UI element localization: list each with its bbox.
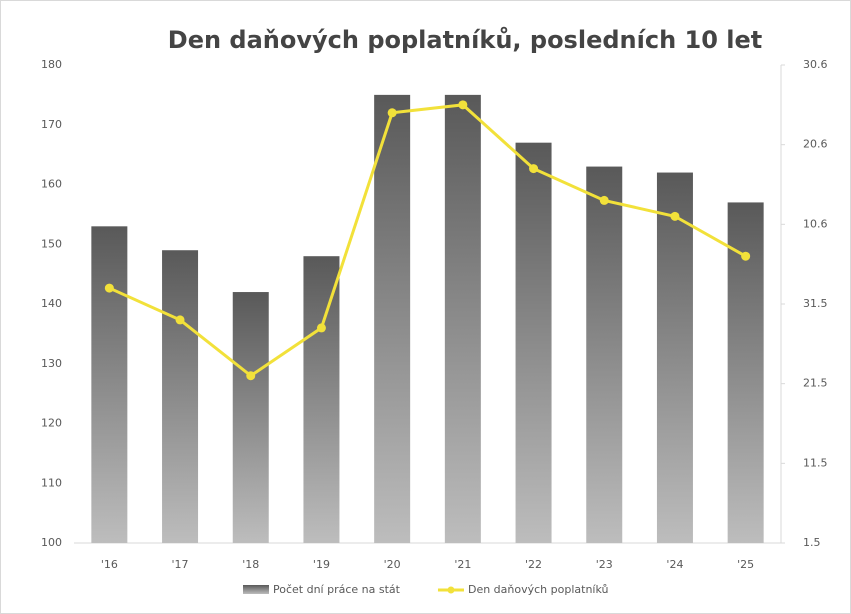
- x-tick-label: '17: [172, 558, 189, 571]
- line-marker: [104, 283, 114, 293]
- y-tick-label: 170: [41, 118, 62, 131]
- y-tick-label: 140: [41, 297, 62, 310]
- line-marker: [599, 195, 609, 205]
- line-marker: [387, 108, 397, 118]
- y-tick-label: 160: [41, 178, 62, 191]
- bar: [303, 256, 340, 543]
- bar: [515, 142, 552, 544]
- y-tick-label: 180: [41, 58, 62, 71]
- y2-tick-label: 10.6: [803, 217, 828, 230]
- chart-title: Den daňových poplatníků, posledních 10 l…: [168, 26, 762, 54]
- x-tick-label: '22: [525, 558, 542, 571]
- x-tick-label: '20: [384, 558, 401, 571]
- y-tick-label: 120: [41, 417, 62, 430]
- x-tick-label: '24: [666, 558, 683, 571]
- line-marker: [316, 323, 326, 333]
- line-marker: [458, 100, 468, 110]
- bar: [91, 226, 128, 543]
- legend-label: Den daňových poplatníků: [468, 583, 609, 596]
- x-tick-label: '19: [313, 558, 330, 571]
- legend-swatch: [447, 586, 455, 594]
- x-tick-label: '16: [101, 558, 118, 571]
- line-marker: [670, 211, 680, 221]
- y-tick-label: 110: [41, 476, 62, 489]
- legend-label: Počet dní práce na stát: [273, 583, 401, 596]
- line-marker: [246, 371, 256, 381]
- legend-swatch: [243, 585, 269, 594]
- y2-tick-label: 31.5: [803, 297, 828, 310]
- x-tick-label: '18: [242, 558, 259, 571]
- y2-tick-label: 1.5: [803, 536, 821, 549]
- bar: [232, 292, 269, 543]
- line-marker: [529, 164, 539, 174]
- x-tick-label: '25: [737, 558, 754, 571]
- x-tick-label: '21: [454, 558, 471, 571]
- line: [108, 103, 747, 378]
- bar: [586, 166, 623, 543]
- bar: [656, 172, 693, 544]
- bar: [444, 94, 481, 543]
- y2-tick-label: 21.5: [803, 377, 828, 390]
- line-marker: [175, 315, 185, 325]
- y2-tick-label: 11.5: [803, 456, 828, 469]
- y2-tick-label: 30.6: [803, 58, 828, 71]
- bar: [374, 94, 411, 543]
- line-marker: [741, 251, 751, 261]
- bar: [162, 250, 199, 543]
- y-tick-label: 150: [41, 237, 62, 250]
- x-tick-label: '23: [596, 558, 613, 571]
- y-tick-label: 130: [41, 357, 62, 370]
- y-tick-label: 100: [41, 536, 62, 549]
- y2-tick-label: 20.6: [803, 138, 828, 151]
